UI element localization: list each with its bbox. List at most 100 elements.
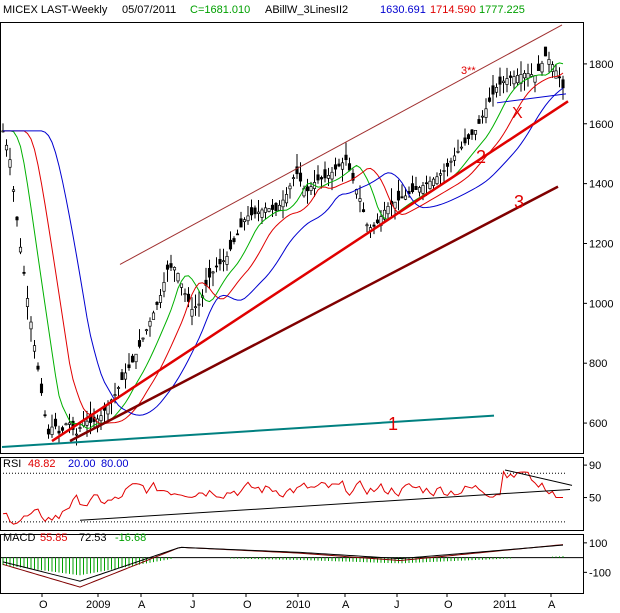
indicator-value-mid: 1714.590 — [430, 4, 476, 16]
candle-body — [151, 312, 156, 320]
candle-body — [197, 303, 201, 306]
candle-body — [4, 144, 9, 151]
candle-body — [351, 172, 355, 181]
macd-signal-line — [2, 544, 564, 582]
macd-tick-label: 100 — [589, 538, 607, 550]
channel-top — [119, 24, 563, 265]
x-tick-label: J — [394, 599, 400, 611]
annotation-2: 2 — [476, 147, 486, 167]
candle-body — [410, 183, 415, 193]
price-overlays — [1, 24, 569, 449]
candle-body — [459, 146, 464, 149]
candle-body — [414, 186, 418, 190]
candle-body — [218, 258, 222, 265]
candle-body — [456, 150, 460, 153]
x-tick-label: A — [138, 599, 146, 611]
candle-body — [8, 159, 12, 168]
candle-body — [375, 219, 380, 224]
candle-body — [263, 207, 268, 213]
ma-mid-line — [3, 72, 564, 425]
candle-body — [211, 271, 215, 274]
rsi-low-level: 20.00 — [68, 458, 96, 470]
x-tick-label: O — [243, 599, 252, 611]
candle-body — [249, 207, 254, 216]
rsi-line — [2, 470, 563, 525]
candle-body — [337, 163, 341, 167]
candle-body — [382, 209, 387, 220]
candle-body — [225, 256, 229, 265]
candle-body — [179, 283, 184, 288]
price-axis: 600 800 1000 1200 1400 1600 1800 — [583, 59, 613, 430]
candle-body — [403, 195, 408, 200]
candle-body — [239, 218, 243, 228]
rsi-label: RSI — [3, 458, 21, 470]
candle-body — [340, 162, 345, 170]
candle-body — [487, 97, 492, 102]
price-candles — [1, 46, 565, 446]
candle-body — [319, 177, 324, 180]
rsi-plot — [0, 469, 573, 525]
candle-body — [358, 198, 362, 202]
candle-body — [316, 174, 320, 181]
x-tick-label: A — [342, 599, 350, 611]
candle-body — [172, 267, 177, 271]
candle-body — [137, 340, 142, 347]
candle-body — [214, 265, 219, 268]
x-tick-label: O — [39, 599, 48, 611]
candle-body — [484, 108, 488, 118]
candle-body — [396, 190, 401, 201]
candle-body — [78, 427, 82, 429]
price-tick-label: 800 — [589, 358, 607, 370]
candle-body — [438, 173, 443, 176]
candle-body — [256, 211, 261, 214]
candle-body — [106, 404, 110, 415]
x-tick-label: 2011 — [493, 599, 517, 611]
price-tick-label: 1600 — [589, 119, 613, 131]
candle-body — [134, 353, 138, 363]
candle-body — [50, 426, 54, 435]
candle-body — [46, 428, 51, 435]
candle-body — [176, 273, 180, 282]
rsi-value: 48.82 — [28, 458, 56, 470]
trendline-3 — [69, 185, 559, 443]
candle-body — [519, 74, 523, 84]
candle-body — [463, 137, 467, 144]
rsi-tick-label: 90 — [589, 460, 601, 472]
candle-body — [494, 87, 499, 93]
rsi-trendline-high — [504, 469, 573, 486]
candle-body — [57, 430, 61, 434]
candle-body — [347, 163, 352, 171]
candle-body — [228, 239, 233, 250]
candle-body — [291, 177, 296, 179]
price-tick-label: 1400 — [589, 179, 613, 191]
candle-body — [424, 182, 429, 185]
candle-body — [344, 154, 348, 161]
candle-body — [267, 208, 271, 212]
indicator-value-fast: 1777.225 — [479, 4, 525, 16]
candle-body — [253, 207, 257, 215]
panel-frame-2 — [0, 534, 584, 594]
trendline-2 — [51, 100, 569, 443]
annotation-3: 3 — [514, 192, 524, 212]
x-tick-label: O — [444, 599, 453, 611]
candle-body — [435, 176, 439, 185]
candle-body — [36, 365, 40, 370]
x-tick-label: J — [190, 599, 196, 611]
price-tick-label: 600 — [589, 418, 607, 430]
date-label: 05/07/2011 — [122, 4, 176, 16]
candle-body — [64, 423, 68, 426]
candle-body — [169, 263, 173, 268]
candle-body — [141, 337, 145, 340]
candle-body — [67, 422, 72, 425]
macd-axis: 100 -100 — [583, 538, 611, 579]
macd-plot — [0, 544, 583, 588]
candle-body — [155, 301, 159, 305]
candle-body — [365, 224, 369, 227]
candle-body — [561, 79, 565, 89]
candle-body — [512, 76, 516, 85]
panel-frame-0 — [0, 22, 584, 454]
candle-body — [536, 63, 541, 71]
indicator-value-slow: 1630.691 — [380, 4, 426, 16]
candle-body — [193, 306, 198, 309]
